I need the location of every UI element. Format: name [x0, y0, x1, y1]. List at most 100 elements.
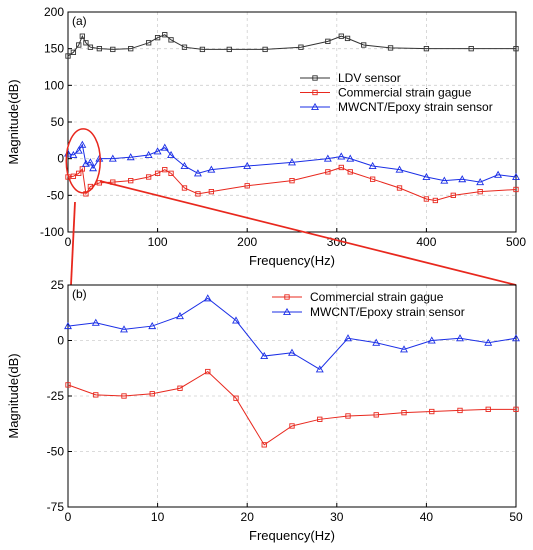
data-point	[432, 197, 439, 204]
data-point	[74, 146, 83, 154]
data-point	[361, 42, 367, 48]
data-point	[120, 325, 128, 333]
series-1	[65, 164, 519, 204]
data-point	[372, 338, 381, 346]
data-point	[450, 192, 456, 198]
data-point	[79, 33, 85, 39]
zoom-connector-left	[70, 201, 76, 286]
data-point	[162, 32, 168, 38]
data-point	[512, 334, 520, 342]
data-point	[145, 174, 152, 180]
data-point	[288, 348, 296, 356]
data-point	[83, 191, 89, 197]
data-point	[338, 33, 344, 39]
zoom-ellipse	[65, 128, 101, 194]
data-point	[260, 351, 269, 360]
data-point	[422, 172, 431, 181]
data-point	[440, 176, 449, 184]
data-point	[108, 154, 117, 162]
data-point	[226, 46, 232, 53]
series-2	[64, 140, 520, 186]
data-point	[177, 385, 183, 391]
data-point	[429, 408, 435, 415]
data-point	[337, 152, 346, 160]
data-point	[83, 40, 89, 46]
data-point	[89, 164, 98, 172]
data-point	[193, 169, 202, 177]
data-point	[95, 154, 104, 162]
data-point	[93, 392, 99, 398]
data-point	[128, 178, 134, 184]
x-tick-label: 50	[509, 510, 523, 524]
series-1	[64, 294, 520, 373]
data-point	[168, 37, 174, 43]
x-tick-label: 500	[506, 235, 526, 249]
legend-marker	[283, 307, 291, 316]
legend-marker	[311, 102, 319, 111]
data-point	[344, 334, 352, 342]
data-point	[199, 46, 206, 53]
y-tick-label: 150	[44, 42, 64, 56]
data-point	[205, 368, 211, 375]
y-tick-label: -50	[47, 188, 65, 202]
series-line	[67, 370, 516, 446]
y-tick-label: 0	[57, 334, 64, 348]
x-tick-label: 40	[420, 510, 434, 524]
data-point	[317, 416, 323, 422]
legend-label: Commercial strain gague	[310, 290, 444, 304]
data-point	[233, 395, 239, 401]
y-tick-label: 200	[44, 5, 64, 19]
data-point	[65, 382, 71, 388]
y-tick-label: 25	[51, 278, 65, 292]
panel-label: (b)	[72, 287, 87, 301]
data-point	[96, 46, 103, 52]
legend-entry: MWCNT/Epoxy strain sensor	[272, 305, 465, 319]
series-0	[65, 368, 519, 448]
data-point	[86, 158, 95, 166]
data-point	[289, 178, 295, 184]
y-tick-label: -50	[47, 445, 65, 459]
data-point	[323, 154, 332, 162]
data-point	[96, 180, 103, 186]
data-point	[162, 167, 168, 173]
data-point	[110, 46, 116, 53]
data-point	[458, 175, 467, 183]
legend-label: MWCNT/Epoxy strain sensor	[338, 100, 493, 114]
data-point	[512, 172, 520, 181]
data-point	[347, 169, 353, 175]
x-tick-label: 20	[241, 510, 255, 524]
legend-marker	[312, 89, 318, 96]
data-point	[153, 147, 162, 155]
data-point	[207, 165, 216, 173]
data-point	[91, 318, 100, 326]
data-point	[456, 334, 464, 342]
data-point	[70, 173, 77, 179]
data-point	[232, 316, 240, 324]
data-point	[128, 46, 134, 52]
grid	[68, 285, 516, 507]
data-point	[423, 46, 430, 52]
data-point	[78, 140, 87, 148]
y-tick-label: 50	[51, 115, 65, 129]
x-tick-label: 30	[330, 510, 344, 524]
data-point	[181, 185, 188, 191]
data-point	[395, 165, 404, 173]
data-point	[396, 185, 403, 191]
data-point	[160, 143, 169, 151]
data-point	[513, 46, 519, 52]
data-point	[346, 154, 355, 162]
data-point	[64, 321, 72, 330]
y-tick-label: -25	[47, 389, 65, 403]
legend-marker	[284, 294, 290, 300]
data-point	[338, 164, 344, 171]
data-point	[427, 336, 436, 344]
data-point	[149, 391, 155, 397]
x-tick-label: 0	[65, 235, 72, 249]
legend-marker	[312, 75, 318, 81]
data-point	[148, 321, 157, 330]
data-point	[168, 170, 174, 176]
grid	[68, 12, 516, 232]
data-point	[400, 345, 408, 353]
data-point	[484, 338, 493, 346]
